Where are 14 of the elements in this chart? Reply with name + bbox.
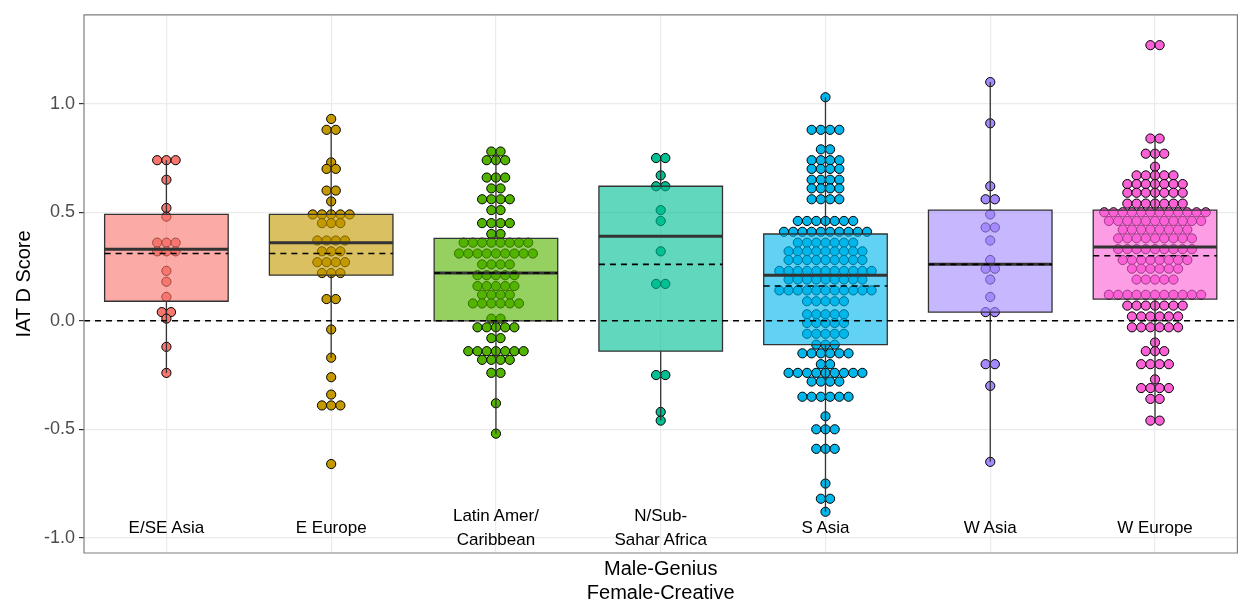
y-tick-label: 1.0: [49, 92, 76, 113]
y-tick-label: -0.5: [43, 418, 76, 439]
y-tick-label: 0.5: [49, 201, 76, 222]
x-tick-label: W Europe: [1117, 517, 1193, 537]
x-tick-label: N/Sub- Sahar Africa: [614, 505, 708, 549]
x-tick-label: E Europe: [295, 517, 367, 537]
x-tick-label: S Asia: [801, 517, 851, 537]
y-tick-label: 0.0: [49, 309, 76, 330]
x-tick-label: W Asia: [963, 517, 1018, 537]
y-axis-title: IAT D Score: [11, 230, 34, 338]
y-tick-label: -1.0: [43, 526, 76, 547]
x-tick-label: E/SE Asia: [128, 517, 205, 537]
x-tick-label: Latin Amer/ Caribbean: [452, 505, 540, 549]
x-axis-title: Male-Genius Female-Creative: [586, 556, 735, 603]
